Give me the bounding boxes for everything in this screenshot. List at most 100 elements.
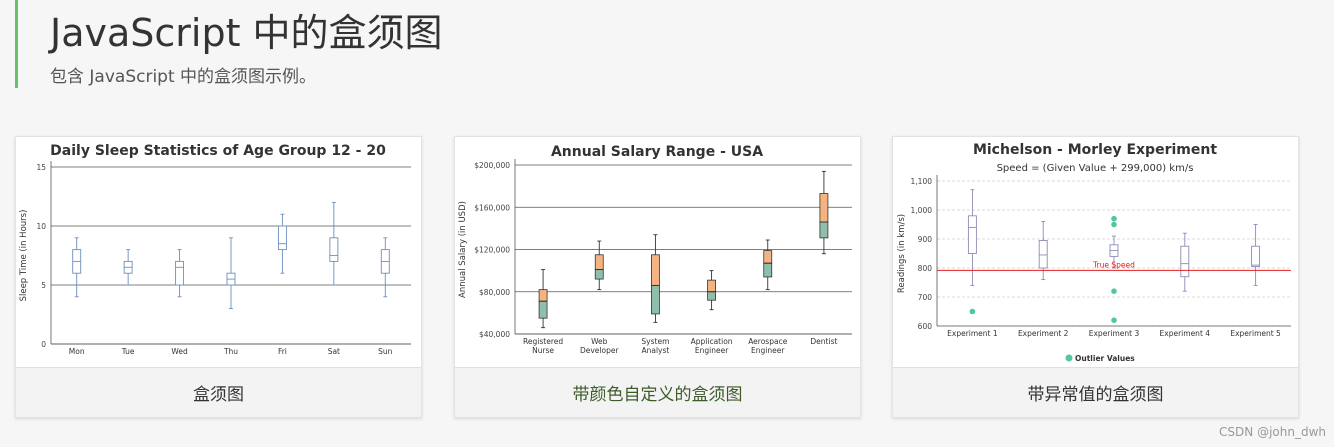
box-0: [967, 189, 977, 286]
y-axis-label: Sleep Time (in Hours): [19, 210, 29, 302]
box-5: [819, 170, 829, 255]
outlier-point: [969, 308, 976, 315]
box-body: [329, 237, 339, 262]
box-upper: [707, 279, 716, 293]
box-body: [1251, 245, 1261, 267]
outlier-point: [1111, 288, 1117, 294]
legend-marker: [1065, 354, 1073, 362]
card-box-plot-custom-colors[interactable]: Annual Salary Range - USA $40,000 $80,000 $…: [454, 136, 861, 418]
chart-sleep-statistics: Daily Sleep Statistics of Age Group 12 -…: [19, 143, 411, 356]
y-tick-label: 15: [36, 163, 46, 172]
box-5: [329, 201, 339, 286]
page-subtitle: 包含 JavaScript 中的盒须图示例。: [50, 67, 317, 87]
y-tick-label: 5: [41, 281, 46, 290]
card-caption[interactable]: 带颜色自定义的盒须图: [455, 367, 860, 417]
y-tick-label: $40,000: [479, 330, 510, 339]
box-body: [1180, 245, 1190, 278]
y-tick-label: 0: [41, 340, 46, 349]
y-tick-label: $200,000: [474, 161, 510, 170]
x-tick-label: Experiment 5: [1230, 329, 1281, 338]
x-tick-label: Analyst: [641, 346, 669, 355]
x-tick-label: Nurse: [532, 346, 554, 355]
box-2: [175, 249, 185, 298]
y-tick-label: 900: [918, 235, 933, 244]
card-box-plot[interactable]: Daily Sleep Statistics of Age Group 12 -…: [15, 136, 422, 418]
outlier-point: [1111, 215, 1117, 222]
x-tick-label: System: [641, 337, 669, 346]
y-tick-label: 10: [36, 222, 46, 231]
box-body: [277, 225, 287, 251]
x-tick-label: Mon: [69, 347, 85, 356]
x-tick-label: Fri: [278, 347, 287, 356]
chart-title: Daily Sleep Statistics of Age Group 12 -…: [50, 143, 386, 159]
x-tick-label: Web: [591, 337, 608, 346]
y-tick-label: $120,000: [474, 246, 510, 255]
y-axis-label: Annual Salary (in USD): [458, 201, 468, 298]
card-caption[interactable]: 盒须图: [16, 367, 421, 417]
box-4: [763, 239, 773, 291]
x-tick-label: Engineer: [751, 346, 785, 355]
chart-title: Michelson - Morley Experiment: [973, 142, 1217, 158]
box-upper: [819, 193, 829, 223]
x-tick-label: Registered: [523, 337, 563, 346]
x-tick-label: Experiment 4: [1160, 329, 1211, 338]
y-tick-label: 1,000: [911, 206, 933, 215]
box-upper: [651, 254, 660, 286]
box-lower: [538, 300, 548, 319]
box-lower: [819, 221, 829, 239]
y-tick-label: $160,000: [474, 203, 510, 212]
chart-annual-salary: Annual Salary Range - USA $40,000 $80,000 $…: [458, 144, 852, 355]
y-tick-label: 700: [918, 293, 933, 302]
box-1: [594, 240, 604, 291]
x-tick-label: Aerospace: [748, 337, 788, 346]
y-tick-label: 600: [918, 322, 933, 331]
box-upper: [538, 289, 548, 302]
x-tick-label: Sun: [378, 347, 393, 356]
chart-subtitle: Speed = (Given Value + 299,000) km/s: [997, 163, 1194, 174]
card-box-plot-outliers[interactable]: Michelson - Morley Experiment Speed = (Gi…: [892, 136, 1299, 418]
x-tick-label: Dentist: [810, 337, 837, 346]
legend-label: Outlier Values: [1075, 354, 1135, 363]
box-2: [1109, 235, 1119, 269]
box-lower: [707, 291, 716, 301]
box-body: [1038, 239, 1048, 269]
box-3: [1180, 232, 1190, 292]
box-upper: [594, 254, 604, 270]
box-upper: [763, 250, 773, 264]
box-0: [72, 237, 82, 298]
y-axis-label: Readings (in km/s): [897, 214, 907, 293]
box-4: [1251, 224, 1261, 286]
x-tick-label: Wed: [171, 347, 188, 356]
y-tick-label: $80,000: [479, 288, 510, 297]
box-1: [1038, 221, 1048, 281]
chart-michelson-morley: Michelson - Morley Experiment Speed = (Gi…: [897, 142, 1291, 363]
box-lower: [651, 285, 660, 315]
x-tick-label: Thu: [223, 347, 238, 356]
box-body: [967, 215, 977, 254]
page-title: JavaScript 中的盒须图: [50, 11, 443, 55]
box-0: [538, 269, 548, 329]
box-6: [380, 237, 390, 298]
box-4: [277, 213, 287, 274]
outlier-point: [1111, 317, 1117, 323]
reference-line-label: True Speed: [1092, 260, 1135, 269]
box-1: [123, 249, 133, 286]
box-body: [175, 260, 185, 286]
box-3: [707, 270, 716, 311]
chart-title: Annual Salary Range - USA: [551, 144, 763, 160]
y-tick-label: 1,100: [911, 177, 933, 186]
x-tick-label: Experiment 1: [947, 329, 998, 338]
card-caption[interactable]: 带异常值的盒须图: [893, 367, 1298, 417]
box-lower: [594, 269, 604, 280]
watermark: CSDN @john_dwh: [1219, 425, 1326, 439]
x-tick-label: Experiment 3: [1089, 329, 1140, 338]
x-tick-label: Tue: [121, 347, 135, 356]
x-tick-label: Experiment 2: [1018, 329, 1069, 338]
x-tick-label: Application: [691, 337, 733, 346]
box-3: [226, 237, 236, 310]
x-tick-label: Engineer: [695, 346, 729, 355]
y-tick-label: 800: [918, 264, 933, 273]
page-header: JavaScript 中的盒须图 包含 JavaScript 中的盒须图示例。: [15, 0, 443, 88]
box-lower: [763, 262, 773, 278]
box-2: [651, 234, 660, 323]
